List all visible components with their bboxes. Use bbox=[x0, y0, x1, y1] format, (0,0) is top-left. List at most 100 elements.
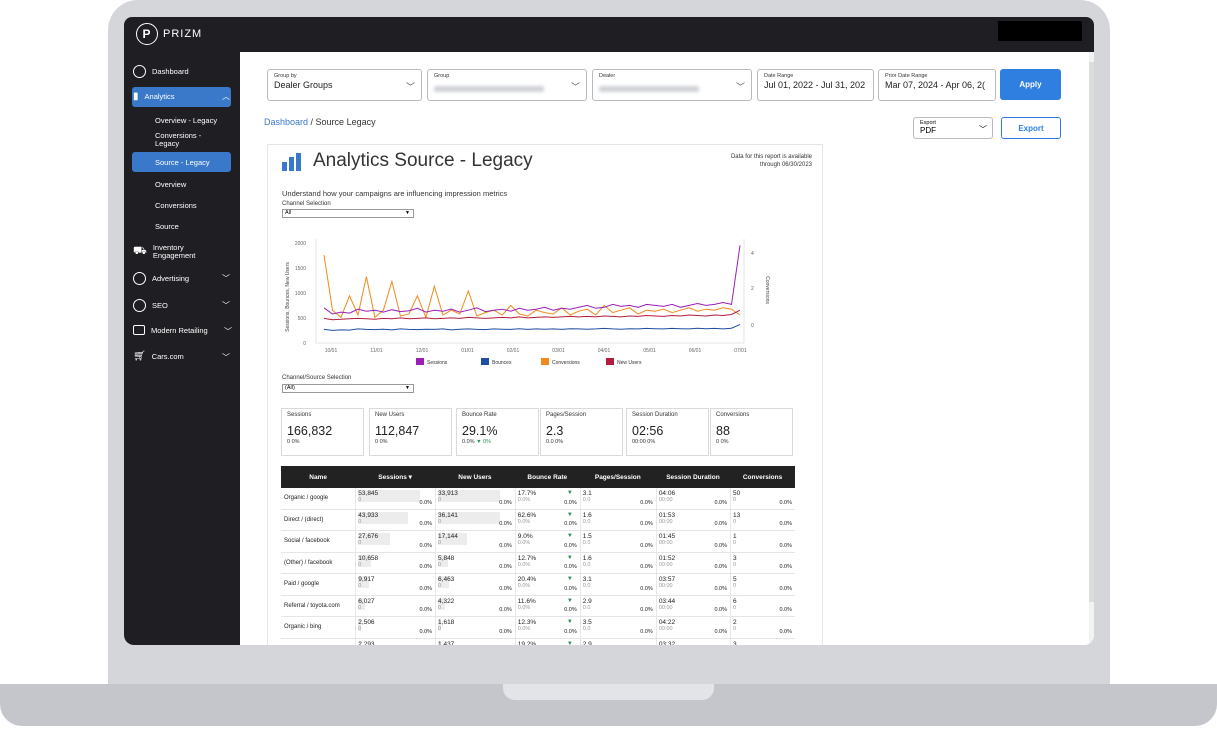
channel-source-select[interactable]: (All) ▼ bbox=[282, 384, 414, 393]
cell-change: 0.0% bbox=[564, 607, 577, 613]
table-row[interactable]: (Other) / facebook 10,658 0 0.0% 5,848 0 0.0% 1… bbox=[281, 552, 795, 574]
sidebar-subitem-source-legacy[interactable]: Source - Legacy bbox=[155, 158, 210, 167]
kpi-card-conversions: Conversions 88 0 0% bbox=[710, 408, 793, 456]
dealer-label: Dealer bbox=[599, 73, 616, 79]
cell-value: 1.5 bbox=[582, 533, 592, 540]
table-row[interactable]: Direct / (direct) 43,933 0 0.0% 36,141 0 0.0% 6… bbox=[281, 509, 795, 531]
sidebar-item-dashboard[interactable]: Dashboard bbox=[133, 65, 189, 78]
cell-content: 3.1 0.0 bbox=[583, 576, 654, 589]
breadcrumb-dashboard-link[interactable]: Dashboard bbox=[264, 117, 309, 127]
page-scrollbar[interactable] bbox=[1089, 52, 1094, 645]
scrollbar-thumb[interactable] bbox=[1089, 62, 1094, 602]
sidebar-subitem-source[interactable]: Source bbox=[155, 222, 179, 231]
cell-prior-value: 0.0 bbox=[582, 604, 591, 611]
sidebar-item-analytics[interactable]: ▮ Analytics bbox=[133, 91, 175, 102]
row-name: Social / facebook bbox=[284, 538, 330, 544]
table-cell: 4,322 0 0.0% bbox=[435, 595, 515, 616]
sidebar-subitem-conversions-legacy[interactable]: Conversions - Legacy bbox=[155, 131, 202, 148]
table-row[interactable]: Social / facebook 27,676 0 0.0% 17,144 0 0.0% 9… bbox=[281, 531, 795, 553]
table-row[interactable]: Organic / google 53,845 0 0.0% 33,913 0 0.0% 17… bbox=[281, 488, 795, 510]
legend-label: Sessions bbox=[427, 360, 448, 366]
blurred-value bbox=[434, 86, 544, 92]
cell-value: 3 bbox=[733, 640, 737, 646]
sidebar-subitem-overview[interactable]: Overview bbox=[155, 180, 187, 189]
table-cell: 01:53 00:00 0.0% bbox=[655, 509, 730, 530]
cell-change: 0.0% bbox=[499, 499, 512, 506]
down-arrow-icon: ▼ bbox=[566, 640, 573, 646]
sidebar-item-label: Inventory Engagement bbox=[152, 243, 196, 260]
table-cell: 43,933 0 0.0% bbox=[355, 509, 435, 530]
cell-value: 5,848 bbox=[438, 554, 455, 562]
cell-change: 0.0% bbox=[419, 628, 433, 635]
sidebar-item-modern-retailing[interactable]: Modern Retailing bbox=[133, 325, 208, 335]
cell-content: 04:06 00:00 bbox=[659, 490, 728, 503]
chevron-up-icon[interactable]: ︿ bbox=[222, 92, 230, 101]
cell-content: 6,463 0 bbox=[438, 576, 513, 589]
down-arrow-icon: ▼ bbox=[566, 511, 573, 518]
kpi-change: 0 0% bbox=[716, 439, 729, 445]
report-card: Analytics Source - Legacy Data for this … bbox=[267, 144, 823, 645]
row-name: Direct / (direct) bbox=[284, 516, 324, 523]
dealer-select[interactable]: Dealer ﹀ bbox=[592, 69, 752, 101]
column-header[interactable]: Session Duration bbox=[666, 473, 720, 481]
cell-bar bbox=[438, 640, 441, 645]
sidebar-item-advertising[interactable]: Advertising bbox=[133, 272, 189, 285]
column-header[interactable]: New Users bbox=[458, 473, 492, 481]
table-row[interactable]: Referral / buyatoyota.com2,29300.0%1,437… bbox=[281, 638, 795, 646]
table-row[interactable]: Paid / google 9,917 0 0.0% 6,463 0 0.0% 20.4% 0.… bbox=[281, 574, 795, 596]
cell-value: 2,506 bbox=[358, 619, 375, 626]
group-by-select[interactable]: Group by Dealer Groups ﹀ bbox=[267, 69, 422, 101]
group-select[interactable]: Group ﹀ bbox=[427, 69, 587, 101]
column-header[interactable]: Sessions ▾ bbox=[378, 474, 412, 481]
down-arrow-icon: ▼ bbox=[566, 619, 573, 625]
table-row[interactable]: Referral / toyota.com 6,027 0 0.0% 4,322 0 0.0… bbox=[281, 595, 795, 617]
cell-value: 4,322 bbox=[438, 597, 455, 605]
table-cell: 6 0 0.0% bbox=[730, 595, 795, 616]
export-format-select[interactable]: Export PDF ﹀ bbox=[913, 117, 993, 139]
prizm-logo-icon: P bbox=[136, 23, 158, 45]
column-header[interactable]: Bounce Rate bbox=[527, 473, 568, 481]
column-header[interactable]: Conversions bbox=[742, 473, 783, 481]
export-button[interactable]: Export bbox=[1001, 117, 1061, 139]
cell-prior-value: 0.0 bbox=[582, 497, 591, 503]
cell-prior-value: 0 bbox=[438, 583, 442, 589]
channel-source-value: (All) bbox=[285, 385, 295, 391]
chevron-down-icon[interactable]: ﹀ bbox=[222, 274, 230, 283]
cell-prior-value: 0 bbox=[733, 626, 737, 632]
cell-prior-value: 0.0 bbox=[582, 561, 591, 568]
sidebar-item-inventory[interactable]: ⛟ Inventory Engagement bbox=[133, 244, 213, 260]
cell-change: 0.0% bbox=[499, 585, 512, 592]
prior-date-range-field[interactable]: Prior Date Range Mar 07, 2024 - Apr 06, … bbox=[878, 69, 996, 101]
y2-tick-label: 0 bbox=[751, 323, 754, 329]
apply-button[interactable]: Apply bbox=[1000, 69, 1061, 100]
sidebar-active-parent-bg bbox=[132, 87, 231, 107]
cell-value: 1.6 bbox=[582, 511, 592, 519]
kpi-label: Conversions bbox=[716, 412, 750, 418]
caret-down-icon: ▼ bbox=[405, 210, 410, 216]
cell-content: 12.3% 0.0% bbox=[518, 619, 578, 632]
chevron-down-icon[interactable]: ﹀ bbox=[222, 353, 230, 362]
sidebar-item-seo[interactable]: SEO bbox=[133, 299, 168, 312]
cell-bar bbox=[358, 597, 366, 610]
chevron-down-icon[interactable]: ﹀ bbox=[224, 327, 232, 336]
sidebar-subitem-overview-legacy[interactable]: Overview - Legacy bbox=[155, 116, 218, 125]
cell-value: 04:22 bbox=[658, 619, 676, 626]
user-area[interactable] bbox=[998, 21, 1082, 41]
table-row[interactable]: Organic / bing 2,506 0 0.0% 1,618 0 0.0% 12.3% 0… bbox=[281, 617, 795, 639]
chevron-down-icon[interactable]: ﹀ bbox=[222, 301, 230, 310]
cell-content: 01:53 00:00 bbox=[659, 512, 728, 525]
cell-value: 3.1 bbox=[582, 490, 592, 497]
date-range-field[interactable]: Date Range Jul 01, 2022 - Jul 31, 202 bbox=[757, 69, 874, 101]
channel-selection-select[interactable]: All ▼ bbox=[282, 209, 414, 218]
column-header[interactable]: Pages/Session bbox=[594, 473, 641, 481]
cell-prior-value: 00:00 bbox=[658, 583, 673, 589]
column-header[interactable]: Name bbox=[309, 473, 327, 481]
search-icon bbox=[133, 299, 146, 312]
export-format-value: PDF bbox=[920, 126, 936, 135]
table-cell: 36,141 0 0.0% bbox=[435, 509, 515, 530]
cell-content: 53,845 0 bbox=[358, 490, 433, 503]
app-logo[interactable]: P PRIZM bbox=[136, 23, 202, 45]
sidebar-item-cars[interactable]: 🛒︎ Cars.com bbox=[133, 351, 184, 362]
sidebar-item-label: Dashboard bbox=[152, 67, 189, 76]
sidebar-subitem-conversions[interactable]: Conversions bbox=[155, 201, 197, 210]
